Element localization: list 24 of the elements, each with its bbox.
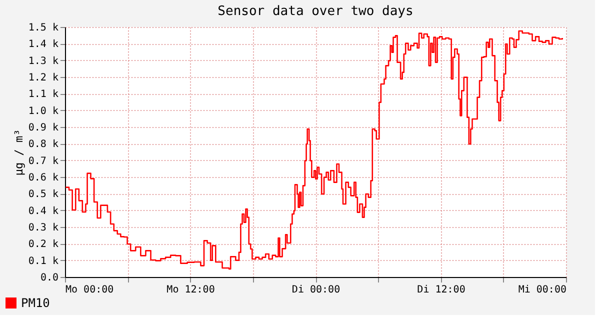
x-tick-label: Di 12:00	[417, 284, 466, 296]
y-tick-label: 0.3 k	[28, 222, 58, 234]
legend-label: PM10	[21, 296, 50, 310]
y-tick-label: 0.5 k	[28, 189, 58, 200]
y-tick-label: 0.7 k	[28, 156, 58, 167]
y-tick-label: 0.6 k	[28, 172, 58, 184]
y-tick-label: 0.4 k	[28, 206, 58, 217]
x-tick-label: Mo 12:00	[166, 284, 215, 296]
x-tick-label: Di 00:00	[292, 284, 340, 296]
x-tick-label: Mo 00:00	[66, 284, 114, 296]
y-tick-label: 0.8 k	[28, 139, 58, 150]
y-tick-label: 1.2 k	[28, 72, 58, 84]
y-tick-label: 1.3 k	[28, 56, 58, 67]
x-tick-label: Mi 00:00	[518, 284, 566, 296]
y-tick-label: 1.0 k	[28, 106, 58, 117]
y-tick-label: 1.1 k	[28, 89, 58, 100]
y-tick-label: 0.9 k	[28, 122, 58, 134]
y-tick-label: 1.5 k	[28, 22, 58, 34]
y-tick-label: 1.4 k	[28, 39, 58, 50]
y-tick-label: 0.0	[40, 272, 58, 284]
y-tick-label: 0.1 k	[28, 256, 58, 267]
y-tick-label: 0.2 k	[28, 239, 58, 250]
chart-title: Sensor data over two days	[218, 4, 414, 19]
y-axis-title: µg / m³	[12, 129, 26, 176]
